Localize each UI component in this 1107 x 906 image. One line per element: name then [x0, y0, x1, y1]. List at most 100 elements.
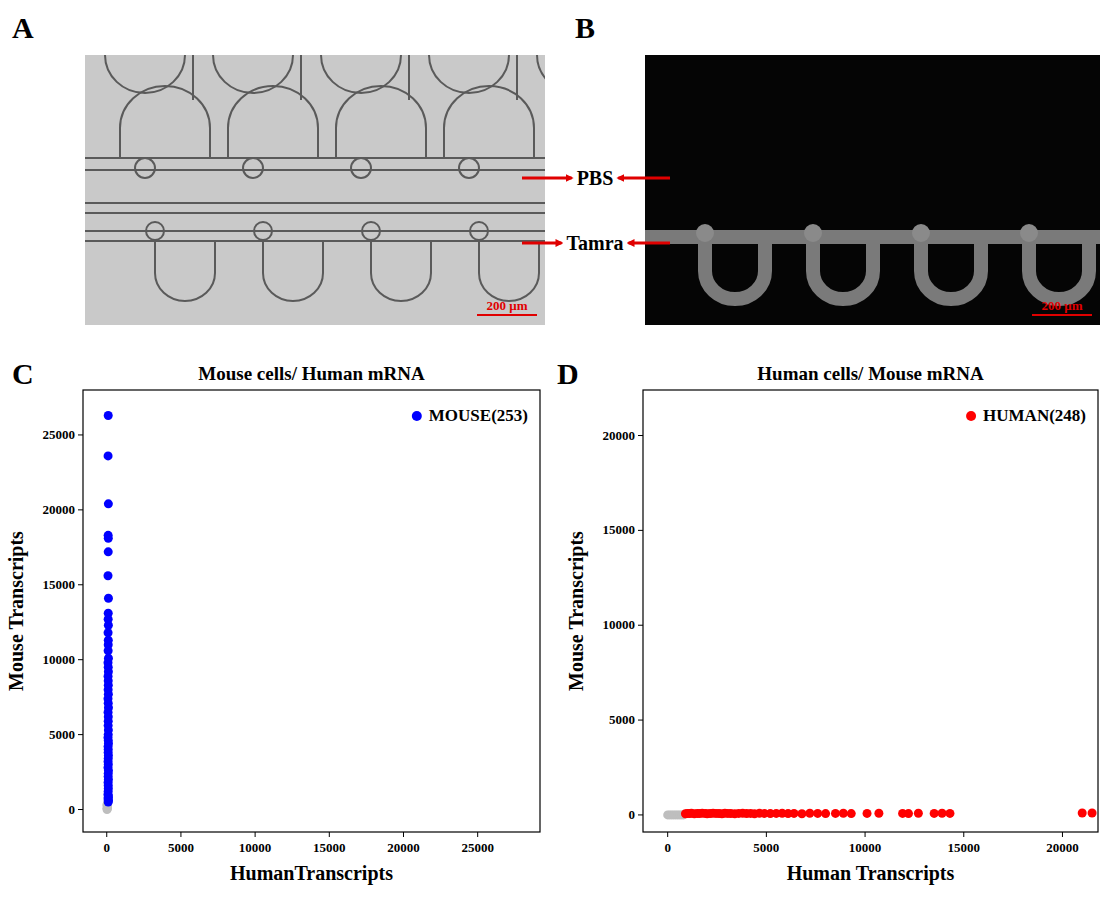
- trap: [254, 222, 272, 240]
- arrow: [522, 242, 561, 245]
- fluorescent-loop: [705, 237, 765, 299]
- y-tick-label: 10000: [43, 652, 76, 667]
- plot-frame: [83, 390, 540, 832]
- panel-letter: C: [12, 357, 34, 390]
- trap: [243, 158, 263, 178]
- trap: [362, 222, 380, 240]
- y-tick: [78, 434, 83, 435]
- plot-frame: [643, 390, 1098, 832]
- y-tick: [638, 530, 643, 531]
- y-axis-title: Mouse Transcripts: [565, 531, 588, 691]
- plot-area: [663, 809, 1096, 820]
- legend-marker: [412, 411, 422, 421]
- y-tick-label: 10000: [603, 617, 636, 632]
- x-tick: [329, 832, 330, 837]
- fluorescent-loop: [921, 237, 981, 299]
- y-tick: [78, 809, 83, 810]
- x-tick: [106, 832, 107, 837]
- x-tick-label: 0: [103, 840, 110, 855]
- point: [847, 809, 856, 818]
- y-tick: [638, 625, 643, 626]
- channel-loop: [336, 86, 426, 158]
- chart-title: Mouse cells/ Human mRNA: [198, 363, 425, 384]
- point: [805, 809, 814, 818]
- fluorescent-loop: [813, 237, 873, 299]
- channel-wall: [85, 157, 545, 159]
- x-tick-label: 5000: [753, 840, 779, 855]
- point: [797, 809, 806, 818]
- legend-marker: [966, 411, 976, 421]
- x-tick-label: 20000: [387, 840, 420, 855]
- x-tick-label: 15000: [313, 840, 346, 855]
- channel-arc: [537, 55, 545, 93]
- plot-area: [102, 411, 113, 814]
- point: [821, 809, 830, 818]
- y-axis-title: Mouse Transcripts: [5, 531, 28, 691]
- point: [930, 809, 939, 818]
- legend-label: MOUSE(253): [429, 406, 528, 425]
- point: [1078, 809, 1087, 818]
- point: [839, 809, 848, 818]
- point: [914, 809, 923, 818]
- point: [104, 571, 113, 580]
- y-tick-label: 25000: [43, 427, 76, 442]
- fluorescent-loop: [1029, 237, 1089, 299]
- y-tick-label: 5000: [609, 712, 635, 727]
- x-tick: [1062, 832, 1063, 837]
- channel-loop: [120, 86, 210, 158]
- point: [938, 809, 947, 818]
- arrow: [618, 177, 670, 180]
- x-tick: [477, 832, 478, 837]
- x-tick-label: 0: [664, 840, 671, 855]
- point: [831, 809, 840, 818]
- micrograph: [85, 55, 545, 325]
- point: [863, 809, 872, 818]
- point: [790, 809, 799, 818]
- channel-loop: [371, 241, 431, 301]
- x-tick: [963, 832, 964, 837]
- x-tick-label: 25000: [461, 840, 494, 855]
- y-tick: [638, 814, 643, 815]
- image-background: [645, 55, 1100, 325]
- figure: 200 μmA200 μmBPBSTamraCMouse cells/ Huma…: [0, 0, 1107, 906]
- channel-wall: [85, 230, 545, 232]
- point: [945, 809, 954, 818]
- scale-bar: [477, 314, 537, 316]
- y-tick: [78, 734, 83, 735]
- y-tick-label: 0: [69, 802, 76, 817]
- fluorescent-trap: [1020, 224, 1038, 242]
- x-tick-label: 5000: [168, 840, 194, 855]
- y-tick-label: 0: [629, 807, 636, 822]
- point: [1088, 809, 1097, 818]
- y-tick: [78, 584, 83, 585]
- trap: [135, 158, 155, 178]
- x-tick: [865, 832, 866, 837]
- channel-line: [516, 55, 518, 100]
- trap: [470, 222, 488, 240]
- micrograph: [645, 55, 1100, 325]
- point: [104, 499, 113, 508]
- x-tick-label: 15000: [948, 840, 981, 855]
- trap: [459, 158, 479, 178]
- x-tick: [667, 832, 668, 837]
- legend-label: HUMAN(248): [983, 406, 1086, 425]
- channel-loop: [263, 241, 323, 301]
- point: [904, 809, 913, 818]
- point: [104, 798, 113, 807]
- arrow: [522, 177, 572, 180]
- scale-bar-label: 200 μm: [487, 298, 528, 313]
- fluorescent-trap: [696, 224, 714, 242]
- point: [104, 547, 113, 556]
- x-tick-label: 10000: [849, 840, 882, 855]
- channel-label: Tamra: [566, 232, 623, 254]
- point: [104, 534, 113, 543]
- point: [104, 594, 113, 603]
- channel-loop: [228, 86, 318, 158]
- trap: [351, 158, 371, 178]
- y-tick-label: 15000: [43, 577, 76, 592]
- channel-line: [408, 55, 410, 100]
- channel-wall: [85, 212, 545, 214]
- image-background: [85, 55, 545, 325]
- x-axis-title: Human Transcripts: [787, 862, 955, 885]
- x-tick-label: 20000: [1046, 840, 1079, 855]
